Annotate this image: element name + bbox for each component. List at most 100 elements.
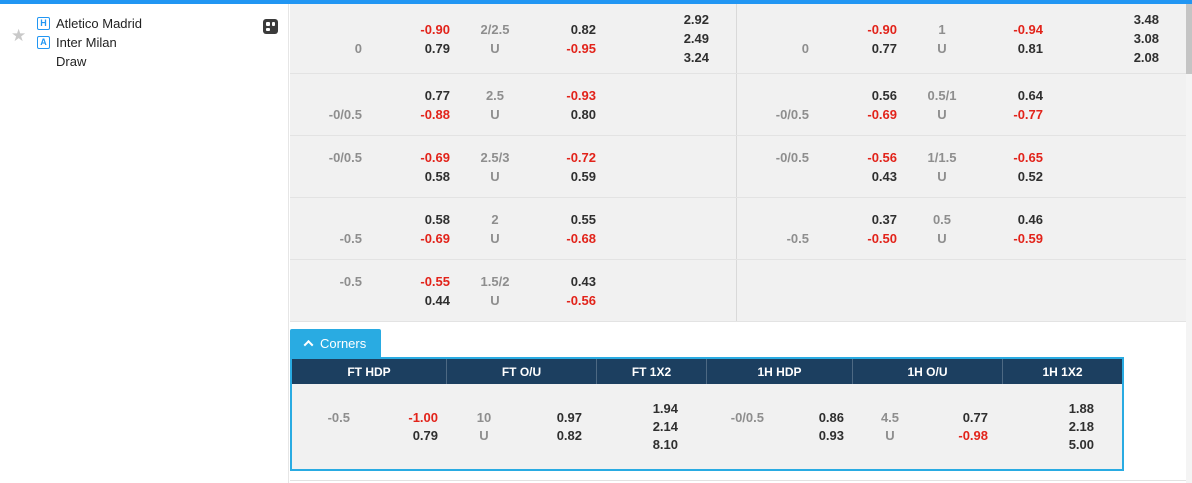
hdp-line-cell: -0.5 — [298, 198, 362, 259]
hdp-home-odds[interactable]: 0.56 — [871, 87, 897, 103]
under-odds[interactable]: -0.77 — [1013, 106, 1043, 122]
hdp-line-cell: -0/0.5 — [298, 74, 362, 135]
hdp-away-odds[interactable]: 0.58 — [424, 168, 450, 184]
home-win-odds[interactable]: 1.94 — [652, 400, 678, 416]
stats-icon[interactable] — [263, 19, 278, 34]
hdp-home-odds[interactable]: -0.56 — [867, 149, 897, 165]
away-team-name: Inter Milan — [56, 35, 117, 50]
draw-odds[interactable]: 3.08 — [1133, 31, 1159, 46]
draw-label: Draw — [56, 54, 87, 69]
hdp-away-odds[interactable]: 0.93 — [818, 427, 844, 443]
corners-odds-row: -0.5 -1.00 0.79 10 U — [292, 384, 1122, 469]
home-win-odds[interactable]: 3.48 — [1133, 12, 1159, 27]
scrollbar-thumb[interactable] — [1186, 4, 1192, 74]
over-odds[interactable]: -0.93 — [566, 87, 596, 103]
hdp-away-odds[interactable]: 0.44 — [424, 292, 450, 308]
under-odds[interactable]: 0.80 — [570, 106, 596, 122]
chevron-up-icon — [303, 339, 314, 350]
hdp-odds-cell: -0.90 0.79 — [362, 4, 450, 73]
favorite-star-icon[interactable]: ★ — [11, 26, 27, 45]
home-win-odds[interactable]: 1.88 — [1068, 400, 1094, 416]
ou-line-label: 1 — [938, 21, 946, 37]
draw-odds[interactable]: 2.18 — [1068, 418, 1094, 434]
odds-row-1: 0 -0.90 0.79 2/2.5 U 0.82 -0.95 — [290, 4, 1186, 74]
corners-tab-label: Corners — [320, 335, 367, 351]
over-odds[interactable]: 0.97 — [556, 409, 582, 425]
over-odds[interactable]: 0.82 — [570, 21, 596, 37]
hdp-odds-cell: 0.77 -0.88 — [362, 74, 450, 135]
over-odds[interactable]: 0.77 — [962, 409, 988, 425]
hdp-away-odds[interactable]: -0.50 — [867, 230, 897, 246]
ou-line-label: 2/2.5 — [480, 21, 510, 37]
hdp-away-odds[interactable]: 0.79 — [424, 40, 450, 56]
x12-cell — [596, 198, 736, 259]
away-badge: A — [37, 36, 50, 49]
hdp-away-odds[interactable]: 0.79 — [412, 427, 438, 443]
under-odds[interactable]: -0.56 — [566, 292, 596, 308]
hdp-home-odds[interactable]: 0.37 — [871, 211, 897, 227]
ou-line-label: 1/1.5 — [927, 149, 957, 165]
bottom-divider — [290, 480, 1186, 481]
home-win-odds[interactable]: 2.92 — [683, 12, 709, 27]
1h-odds-row-2: -0/0.5 0.56 -0.69 0.5/1 U 0.64 -0.77 — [737, 74, 1186, 135]
hdp-home-odds[interactable]: -0.90 — [867, 21, 897, 37]
ou-line-label: 0.5 — [932, 211, 952, 227]
over-odds[interactable]: -0.65 — [1013, 149, 1043, 165]
home-team-row[interactable]: H Atletico Madrid — [37, 14, 142, 33]
hdp-away-odds[interactable]: -0.88 — [420, 106, 450, 122]
vertical-scrollbar[interactable] — [1186, 4, 1192, 483]
hdp-home-odds[interactable]: 0.86 — [818, 409, 844, 425]
hdp-home-odds[interactable]: -0.69 — [420, 149, 450, 165]
hdp-home-odds[interactable]: -0.55 — [420, 273, 450, 289]
ou-line-cell: 2.5/3 U — [450, 136, 540, 197]
hdp-line-cell: -0.5 — [298, 260, 362, 321]
draw-odds[interactable]: 2.49 — [683, 31, 709, 46]
hdp-home-odds[interactable]: 0.58 — [424, 211, 450, 227]
under-odds[interactable]: 0.81 — [1017, 40, 1043, 56]
x12-cell — [1043, 74, 1186, 135]
hdp-line-label: -0.5 — [327, 409, 350, 425]
hdp-home-odds[interactable]: 0.77 — [424, 87, 450, 103]
ou-odds-cell: 0.64 -0.77 — [987, 74, 1043, 135]
under-odds[interactable]: -0.68 — [566, 230, 596, 246]
under-odds[interactable]: -0.98 — [958, 427, 988, 443]
away-team-row[interactable]: A Inter Milan — [37, 33, 142, 52]
over-odds[interactable]: -0.94 — [1013, 21, 1043, 37]
under-odds[interactable]: -0.95 — [566, 40, 596, 56]
away-win-odds[interactable]: 2.08 — [1133, 50, 1159, 65]
hdp-line-label: -0/0.5 — [775, 149, 809, 165]
over-odds[interactable]: 0.55 — [570, 211, 596, 227]
corners-header-ft-1x2: FT 1X2 — [596, 359, 706, 384]
draw-odds[interactable]: 2.14 — [652, 418, 678, 434]
hdp-away-odds[interactable]: -0.69 — [867, 106, 897, 122]
hdp-away-odds[interactable]: 0.77 — [871, 40, 897, 56]
under-odds[interactable]: 0.59 — [570, 168, 596, 184]
ou-line-cell: 0.5 U — [897, 198, 987, 259]
under-odds[interactable]: 0.52 — [1017, 168, 1043, 184]
hdp-home-odds[interactable]: -0.90 — [420, 21, 450, 37]
under-odds[interactable]: 0.82 — [556, 427, 582, 443]
away-win-odds[interactable]: 3.24 — [683, 50, 709, 65]
corners-table: FT HDP FT O/U FT 1X2 1H HDP 1H O/U 1H 1X… — [290, 357, 1124, 471]
ou-line-cell: 1 U — [897, 4, 987, 73]
over-odds[interactable]: 0.43 — [570, 273, 596, 289]
over-odds[interactable]: 0.46 — [1017, 211, 1043, 227]
ou-line-cell: 1/1.5 U — [897, 136, 987, 197]
hdp-line-cell: -0/0.5 — [298, 136, 362, 197]
hdp-away-odds[interactable]: 0.43 — [871, 168, 897, 184]
x12-cell — [1043, 136, 1186, 197]
corners-header-1h-1x2: 1H 1X2 — [1002, 359, 1122, 384]
under-label: U — [490, 106, 500, 122]
over-odds[interactable]: 0.64 — [1017, 87, 1043, 103]
ou-line-label: 2.5/3 — [480, 149, 510, 165]
away-win-odds[interactable]: 8.10 — [652, 436, 678, 452]
under-odds[interactable]: -0.59 — [1013, 230, 1043, 246]
away-win-odds[interactable]: 5.00 — [1068, 436, 1094, 452]
ou-odds-cell: -0.94 0.81 — [987, 4, 1043, 73]
corners-tab[interactable]: Corners — [290, 329, 382, 357]
match-sidebar: ★ H Atletico Madrid A Inter Milan Draw — [0, 4, 289, 483]
hdp-away-odds[interactable]: -0.69 — [420, 230, 450, 246]
over-odds[interactable]: -0.72 — [566, 149, 596, 165]
hdp-home-odds[interactable]: -1.00 — [408, 409, 438, 425]
